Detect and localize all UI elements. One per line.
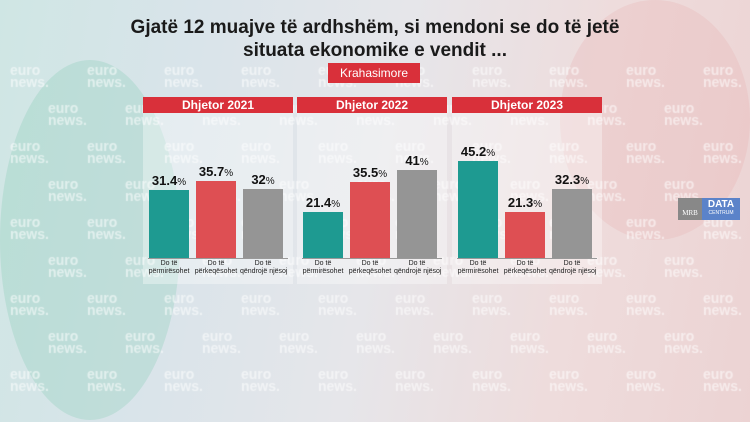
data-label: 21.3%	[507, 195, 543, 211]
category-label: Do të përkeqësohet	[348, 260, 392, 275]
chart-title: Dhjetor 2021	[143, 97, 293, 113]
bar	[149, 190, 189, 258]
bar	[196, 181, 236, 258]
data-centrum-logo: DATA CENTRUM	[702, 198, 740, 220]
category-label: Do të qëndrojë njësoj	[549, 260, 597, 275]
baseline	[148, 258, 288, 259]
category-label: Do të përkeqësohet	[503, 260, 547, 275]
baseline	[302, 258, 442, 259]
category-label: Do të përmirësohet	[148, 260, 190, 275]
chart-panel: Dhjetor 2022 21.4% Do të përmirësohet 35.5% D…	[297, 97, 447, 284]
data-label: 31.4%	[151, 173, 187, 189]
bar	[303, 211, 343, 258]
data-label: 21.4%	[305, 194, 341, 210]
bar	[350, 181, 390, 258]
category-label: Do të qëndrojë njësoj	[240, 260, 288, 275]
baseline	[457, 258, 597, 259]
chart-panel: Dhjetor 2021 31.4% Do të përmirësohet 35.7% D…	[143, 97, 293, 284]
title-line-2: situata ekonomike e vendit ...	[243, 40, 507, 61]
chart-title: Dhjetor 2023	[452, 97, 602, 113]
category-label: Do të qëndrojë njësoj	[394, 260, 442, 275]
title-line-1: Gjatë 12 muajve të ardhshëm, si mendoni …	[130, 17, 620, 38]
bar	[458, 160, 498, 258]
bar	[505, 212, 545, 258]
mrb-logo: MRB	[678, 198, 702, 220]
data-label: 41%	[405, 152, 429, 168]
category-label: Do të përkeqësohet	[194, 260, 238, 275]
bar	[552, 188, 592, 258]
bar	[397, 169, 437, 258]
mrb-data-logo: MRB DATA CENTRUM	[678, 198, 740, 220]
data-label: 35.5%	[352, 164, 388, 180]
data-label: 32.3%	[554, 171, 590, 187]
data-label: 45.2%	[460, 143, 496, 159]
chart-title: Dhjetor 2022	[297, 97, 447, 113]
comparison-badge: Krahasimore	[328, 63, 420, 83]
chart-panel: Dhjetor 2023 45.2% Do të përmirësohet 21.3% D…	[452, 97, 602, 284]
data-label: 35.7%	[198, 164, 234, 180]
category-label: Do të përmirësohet	[457, 260, 499, 275]
bar	[243, 189, 283, 258]
page-title: Gjatë 12 muajve të ardhshëm, si mendoni …	[0, 16, 750, 62]
category-label: Do të përmirësohet	[302, 260, 344, 275]
data-label: 32%	[251, 172, 275, 188]
